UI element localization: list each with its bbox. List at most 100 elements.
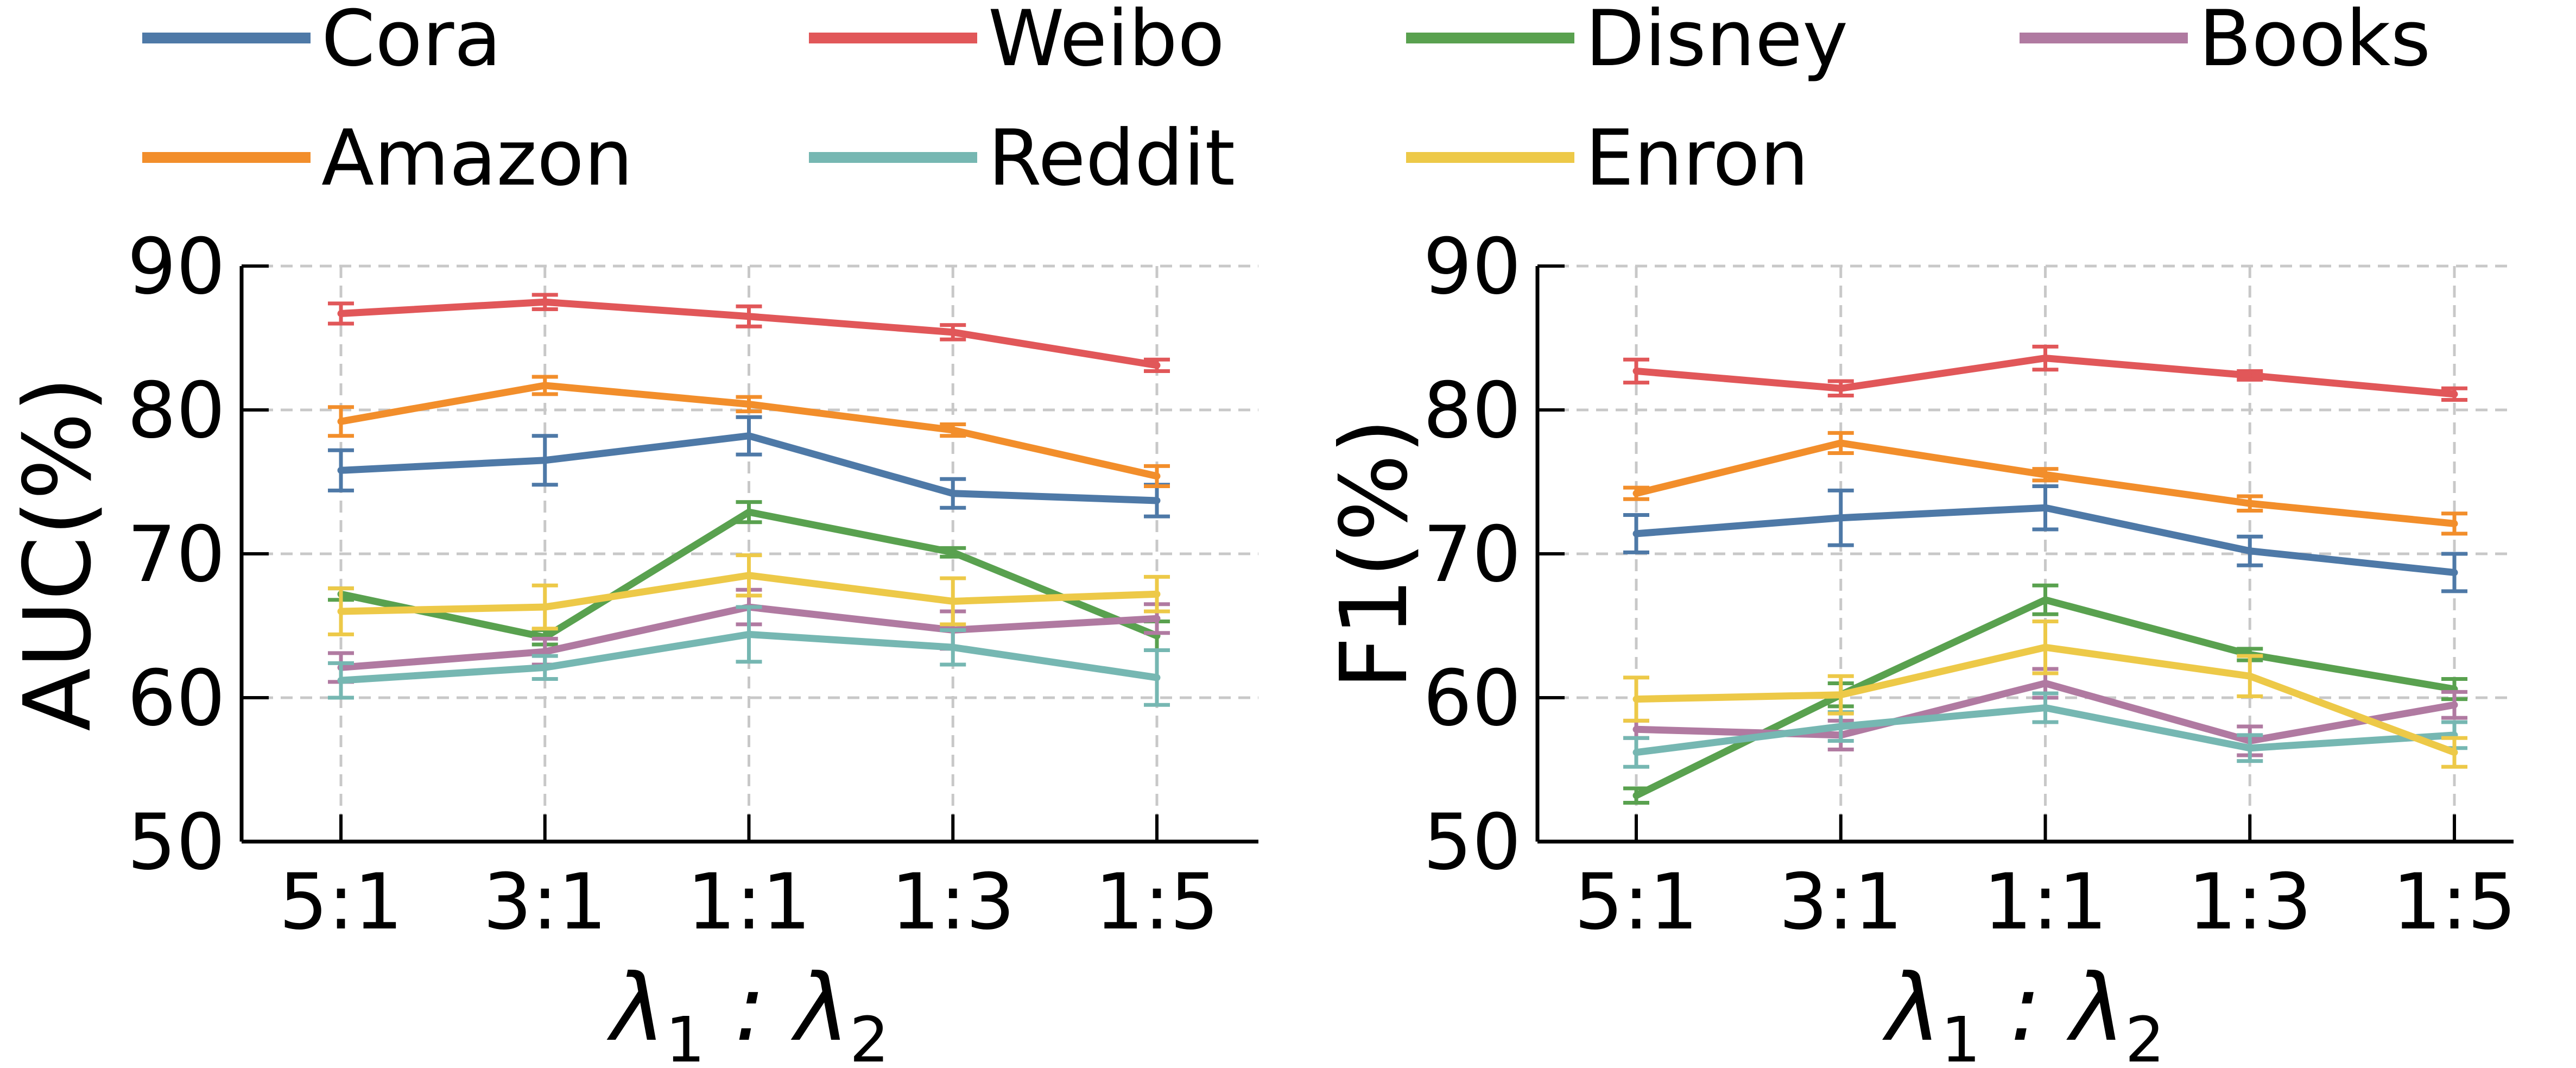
chart1-point-reddit-0 (1634, 750, 1638, 755)
chart1-xlabel: λ1 : λ2 (1882, 955, 2165, 1068)
chart1-point-cora-0 (1634, 531, 1638, 536)
chart0-point-cora-1 (542, 458, 547, 463)
chart1-ytick-label-90: 90 (1423, 222, 1521, 312)
chart0-point-cora-4 (1155, 498, 1159, 503)
legend-label-cora: Cora (321, 0, 501, 84)
chart0-point-books-1 (542, 649, 547, 654)
chart1-point-weibo-3 (2248, 373, 2252, 378)
chart0-xlabel: λ1 : λ2 (606, 955, 889, 1068)
chart0-point-cora-3 (951, 491, 955, 496)
chart1-point-cora-3 (2248, 548, 2252, 553)
chart0-point-enron-2 (746, 573, 751, 578)
chart0-point-cora-0 (339, 468, 343, 473)
chart0-point-enron-3 (951, 599, 955, 604)
chart0-point-amazon-1 (542, 383, 547, 388)
chart1-point-reddit-2 (2043, 705, 2048, 710)
chart1-point-enron-2 (2043, 645, 2048, 650)
legend: Cora Weibo Disney Books Amazon Reddit Enron (142, 0, 2431, 203)
chart0-ytick-label-90: 90 (127, 222, 225, 312)
chart1-ytick-label-70: 70 (1423, 510, 1521, 599)
chart1-point-cora-1 (1838, 515, 1843, 520)
chart1-point-amazon-3 (2248, 501, 2252, 506)
chart0-point-amazon-2 (746, 402, 751, 407)
chart0-ytick-label-70: 70 (127, 510, 225, 599)
chart1-xtick-label-1-1: 1:1 (1983, 857, 2107, 947)
chart1-series-cora (1623, 484, 2467, 593)
chart1-series-weibo (1623, 344, 2467, 402)
legend-label-weibo: Weibo (988, 0, 1225, 84)
chart0-point-enron-1 (542, 605, 547, 610)
chart0-point-books-4 (1155, 616, 1159, 621)
chart0-point-reddit-0 (339, 678, 343, 683)
chart0-xtick-label-3-1: 3:1 (483, 857, 607, 947)
chart0-xtick-label-5-1: 5:1 (279, 857, 403, 947)
chart0-point-weibo-2 (746, 314, 751, 319)
chart0-series-amazon (328, 375, 1170, 488)
chart1-point-amazon-2 (2043, 472, 2048, 477)
chart1-point-disney-2 (2043, 597, 2048, 602)
chart0-point-weibo-4 (1155, 363, 1159, 368)
legend-label-disney: Disney (1585, 0, 1848, 84)
chart0-ytick-label-50: 50 (127, 798, 225, 887)
chart1-xtick-label-3-1: 3:1 (1778, 857, 1903, 947)
chart0-point-disney-3 (951, 550, 955, 555)
chart1-point-reddit-1 (1838, 724, 1843, 729)
legend-item-cora: Cora (142, 0, 501, 84)
legend-label-books: Books (2199, 0, 2431, 84)
chart0-xtick-label-1-1: 1:1 (687, 857, 811, 947)
legend-item-disney: Disney (1406, 0, 1848, 84)
legend-item-weibo: Weibo (809, 0, 1225, 84)
legend-label-enron: Enron (1585, 113, 1809, 203)
legend-item-books: Books (2020, 0, 2431, 84)
auc-chart: 50 60 70 80 90 5:1 3:1 1:1 1:3 1:5 AUC(%) λ1 : λ2 (4, 222, 1258, 1068)
chart1-point-weibo-4 (2452, 391, 2457, 396)
chart1-point-weibo-2 (2043, 356, 2048, 361)
chart0-series-reddit (328, 605, 1170, 707)
chart1-series-amazon (1623, 431, 2467, 536)
chart1-point-books-4 (2452, 703, 2457, 707)
chart0-point-weibo-1 (542, 300, 547, 305)
chart1-point-books-2 (2043, 681, 2048, 686)
chart1-point-reddit-3 (2248, 745, 2252, 750)
legend-item-enron: Enron (1406, 113, 1809, 203)
chart0-point-disney-2 (746, 510, 751, 515)
legend-label-reddit: Reddit (988, 113, 1235, 203)
chart0-point-cora-2 (746, 433, 751, 438)
chart1-ytick-label-80: 80 (1423, 366, 1521, 456)
chart1-series-enron (1623, 620, 2467, 769)
chart1-point-weibo-1 (1838, 386, 1843, 391)
chart1-point-weibo-0 (1634, 369, 1638, 374)
chart0-point-amazon-0 (339, 419, 343, 424)
chart1-point-amazon-0 (1634, 491, 1638, 496)
chart1-point-amazon-1 (1838, 440, 1843, 445)
chart0-point-reddit-1 (542, 665, 547, 670)
chart0-point-reddit-2 (746, 632, 751, 637)
legend-item-reddit: Reddit (809, 113, 1235, 203)
chart0-point-enron-0 (339, 609, 343, 614)
chart1-point-books-0 (1634, 727, 1638, 732)
chart0-ylabel: AUC(%) (4, 376, 112, 731)
chart0-xtick-label-1-5: 1:5 (1095, 857, 1219, 947)
chart1-xtick-label-1-5: 1:5 (2393, 857, 2517, 947)
chart1-point-enron-3 (2248, 674, 2252, 679)
chart0-point-amazon-4 (1155, 473, 1159, 478)
chart0-series-weibo (328, 293, 1170, 373)
chart0-point-reddit-4 (1155, 675, 1159, 680)
chart1-point-enron-4 (2452, 750, 2457, 755)
chart1-xtick-label-1-3: 1:3 (2188, 857, 2312, 947)
legend-label-amazon: Amazon (321, 113, 633, 203)
chart1-point-disney-0 (1634, 793, 1638, 798)
chart0-point-weibo-0 (339, 311, 343, 316)
chart0-ytick-label-80: 80 (127, 366, 225, 456)
chart0-series-enron (328, 553, 1170, 636)
chart0-point-weibo-3 (951, 330, 955, 334)
f1-chart: 50 60 70 80 90 5:1 3:1 1:1 1:3 1:5 F1(%) λ1 : λ2 (1321, 222, 2516, 1068)
chart1-point-amazon-4 (2452, 521, 2457, 526)
chart0-point-enron-4 (1155, 592, 1159, 597)
chart1-point-enron-0 (1634, 697, 1638, 702)
chart0-ytick-label-60: 60 (127, 654, 225, 743)
chart1-ytick-label-50: 50 (1423, 798, 1521, 887)
chart1-point-enron-1 (1838, 692, 1843, 697)
chart0-point-amazon-3 (951, 428, 955, 433)
